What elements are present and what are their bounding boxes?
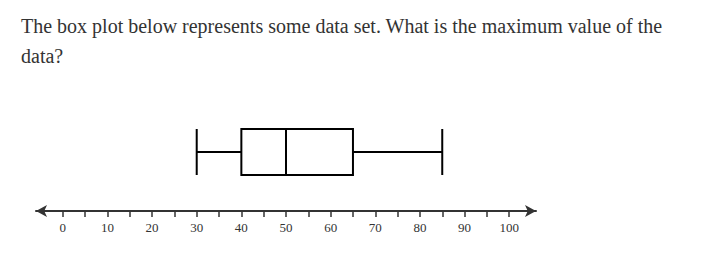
svg-text:30: 30	[190, 220, 203, 235]
svg-text:data?: data?	[21, 45, 63, 67]
svg-text:20: 20	[146, 220, 159, 235]
svg-text:80: 80	[413, 220, 426, 235]
svg-text:0: 0	[60, 220, 67, 235]
svg-text:60: 60	[324, 220, 337, 235]
svg-text:50: 50	[280, 220, 293, 235]
svg-text:The box plot below represents: The box plot below represents some data …	[21, 15, 667, 38]
svg-text:40: 40	[235, 220, 248, 235]
svg-text:90: 90	[458, 220, 471, 235]
svg-text:10: 10	[101, 220, 114, 235]
svg-text:100: 100	[499, 220, 519, 235]
svg-text:70: 70	[369, 220, 382, 235]
